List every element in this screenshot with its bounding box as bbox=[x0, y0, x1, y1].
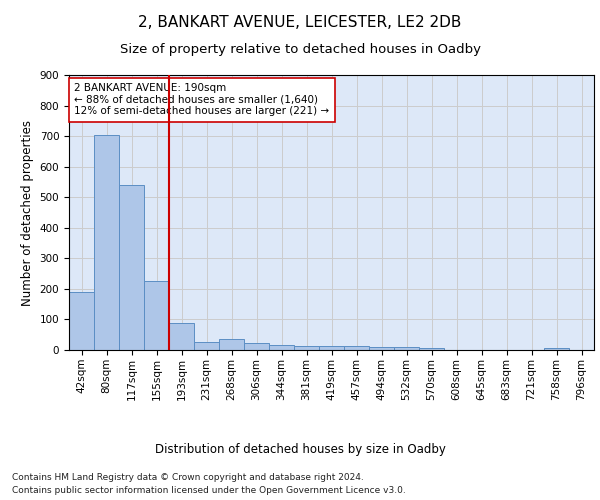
Bar bbox=[419, 348, 444, 350]
Bar bbox=[219, 338, 244, 350]
Bar bbox=[144, 281, 169, 350]
Bar bbox=[194, 342, 219, 350]
Bar bbox=[344, 346, 369, 350]
Text: Contains HM Land Registry data © Crown copyright and database right 2024.: Contains HM Land Registry data © Crown c… bbox=[12, 472, 364, 482]
Text: Contains public sector information licensed under the Open Government Licence v3: Contains public sector information licen… bbox=[12, 486, 406, 495]
Bar bbox=[244, 342, 269, 350]
Text: 2, BANKART AVENUE, LEICESTER, LE2 2DB: 2, BANKART AVENUE, LEICESTER, LE2 2DB bbox=[139, 15, 461, 30]
Bar bbox=[294, 346, 319, 350]
Bar bbox=[119, 185, 144, 350]
Bar bbox=[394, 347, 419, 350]
Bar bbox=[169, 322, 194, 350]
Bar bbox=[544, 348, 569, 350]
Bar bbox=[269, 345, 294, 350]
Text: 2 BANKART AVENUE: 190sqm
← 88% of detached houses are smaller (1,640)
12% of sem: 2 BANKART AVENUE: 190sqm ← 88% of detach… bbox=[74, 83, 329, 116]
Bar bbox=[94, 134, 119, 350]
Bar bbox=[369, 347, 394, 350]
Bar bbox=[319, 346, 344, 350]
Text: Size of property relative to detached houses in Oadby: Size of property relative to detached ho… bbox=[119, 42, 481, 56]
Bar bbox=[69, 292, 94, 350]
Y-axis label: Number of detached properties: Number of detached properties bbox=[21, 120, 34, 306]
Text: Distribution of detached houses by size in Oadby: Distribution of detached houses by size … bbox=[155, 442, 445, 456]
